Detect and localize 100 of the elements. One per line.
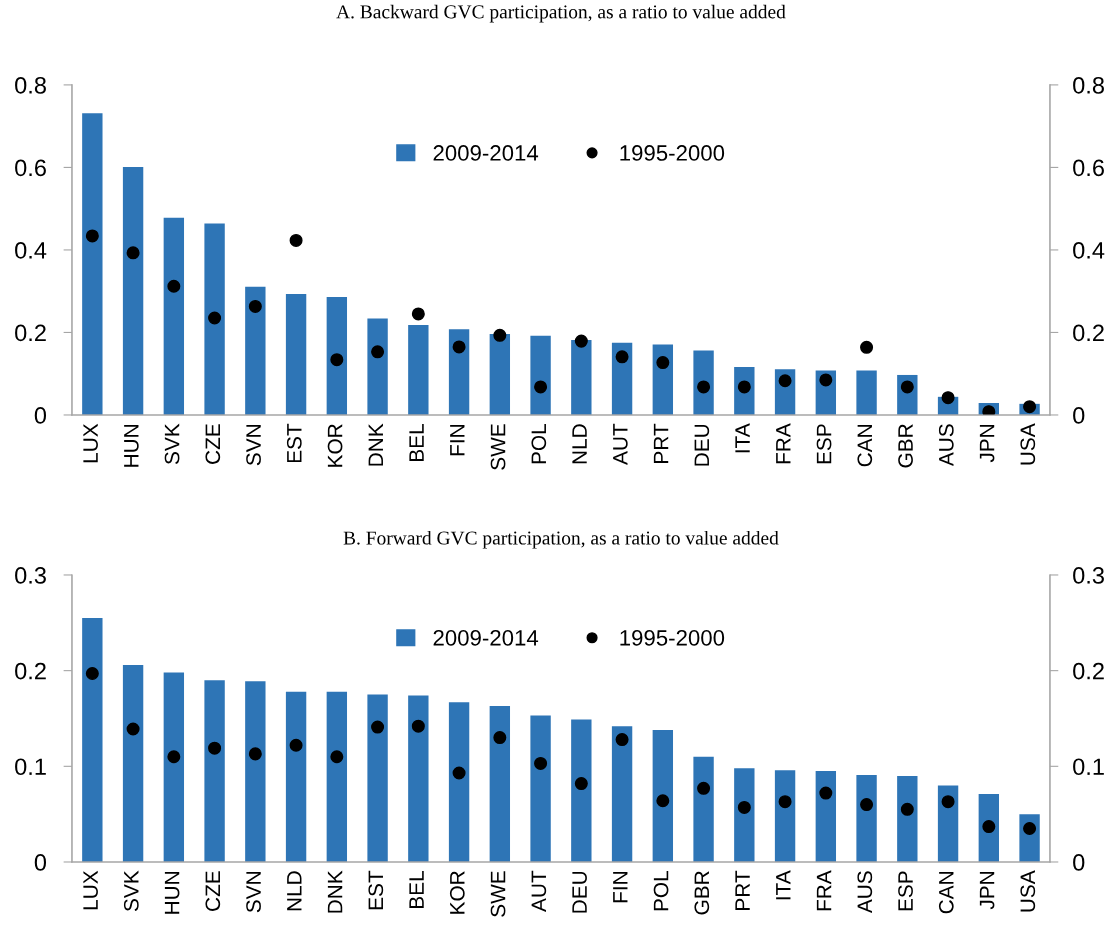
point — [208, 741, 222, 755]
x-tick-label: GBR — [898, 424, 913, 468]
x-tick-label: SVN — [246, 872, 261, 913]
point — [208, 311, 222, 325]
bar — [204, 680, 225, 862]
point — [900, 802, 914, 816]
x-tick-label: HUN — [124, 425, 139, 467]
point — [371, 345, 385, 359]
point — [371, 720, 385, 734]
point — [452, 340, 466, 354]
point — [615, 733, 629, 747]
x-tick-label: AUT — [613, 423, 628, 465]
chart-title: B. Forward GVC participation, as a ratio to value added — [343, 530, 779, 549]
x-tick-label: FRA — [776, 423, 791, 464]
y2-tick-label: 0.8 — [1073, 76, 1104, 94]
bar — [693, 350, 714, 415]
x-tick-label: AUS — [938, 424, 954, 467]
y-tick-label: 0 — [34, 854, 47, 871]
x-tick-label: FIN — [450, 425, 465, 456]
y-tick-label: 0.6 — [15, 159, 46, 177]
chart-title: A. Backward GVC participation, as a ratio to value added — [336, 4, 786, 23]
point — [941, 795, 955, 809]
point — [452, 766, 466, 780]
point — [85, 229, 99, 243]
bar — [897, 775, 918, 862]
bar — [530, 335, 551, 415]
point — [411, 307, 425, 321]
x-tick-label: JPN — [979, 425, 995, 463]
x-tick-label: CZE — [205, 424, 221, 464]
point — [248, 747, 262, 761]
bar — [367, 318, 388, 415]
x-tick-label: SWE — [490, 424, 506, 470]
point — [819, 786, 833, 800]
point — [248, 299, 262, 313]
point — [778, 795, 792, 809]
point — [411, 719, 425, 733]
bar — [530, 715, 551, 862]
bar — [285, 691, 307, 862]
y2-tick-label: 0.2 — [1073, 324, 1104, 342]
bar — [571, 339, 592, 415]
x-tick-label: GBR — [694, 871, 710, 915]
x-tick-label: SWE — [490, 871, 506, 917]
x-tick-label: EST — [286, 423, 302, 463]
bar — [693, 756, 714, 862]
point — [126, 246, 140, 260]
x-tick-label: JPN — [979, 872, 995, 910]
x-tick-label: DEU — [572, 871, 587, 913]
legend-label: 2009-2014 — [433, 145, 539, 161]
bar — [408, 695, 429, 862]
y2-tick-label: 0 — [1073, 854, 1085, 871]
y-tick-label: 0 — [34, 407, 47, 424]
point — [330, 750, 344, 764]
x-tick-label: KOR — [327, 424, 343, 467]
point — [534, 380, 548, 394]
legend-label: 1995-2000 — [620, 630, 725, 646]
bar — [163, 217, 185, 415]
point — [574, 777, 588, 791]
x-tick-label: BEL — [409, 424, 424, 461]
x-tick-label: NLD — [287, 871, 302, 911]
bar — [367, 694, 388, 862]
y2-tick-label: 0.6 — [1073, 159, 1104, 177]
point — [697, 781, 711, 795]
point — [697, 380, 711, 394]
point — [778, 374, 792, 388]
point — [941, 391, 955, 405]
x-tick-label: ITA — [735, 423, 750, 453]
point — [289, 233, 303, 247]
bar — [122, 664, 144, 862]
x-tick-label: SVK — [164, 423, 180, 465]
bar — [937, 785, 959, 862]
bar — [652, 729, 674, 862]
x-tick-label: ESP — [898, 871, 913, 911]
x-tick-label: CAN — [938, 872, 954, 914]
x-tick-label: CAN — [857, 425, 873, 467]
x-tick-label: EST — [368, 870, 384, 910]
bar — [856, 774, 877, 862]
bar — [978, 794, 1000, 862]
point — [330, 353, 344, 367]
x-tick-label: LUX — [83, 423, 98, 463]
point — [737, 800, 751, 814]
y2-tick-label: 0.1 — [1073, 758, 1104, 776]
x-tick-label: ESP — [816, 424, 832, 464]
bar — [448, 329, 470, 415]
point — [656, 794, 670, 808]
bar — [611, 726, 633, 862]
bar — [204, 223, 225, 415]
y-tick-label: 0.2 — [15, 324, 46, 342]
x-tick-label: DNK — [327, 870, 343, 913]
x-tick-label: USA — [1020, 870, 1036, 912]
y-tick-label: 0.1 — [15, 758, 46, 776]
y-tick-label: 0.3 — [15, 567, 46, 584]
x-tick-label: PRT — [735, 870, 750, 910]
y2-tick-label: 0.3 — [1073, 567, 1104, 584]
x-tick-label: HUN — [164, 872, 180, 914]
point — [167, 279, 181, 293]
point — [534, 756, 548, 770]
point — [819, 373, 833, 387]
x-tick-label: ITA — [776, 870, 791, 900]
legend-label: 1995-2000 — [620, 145, 725, 161]
bar — [245, 286, 266, 415]
